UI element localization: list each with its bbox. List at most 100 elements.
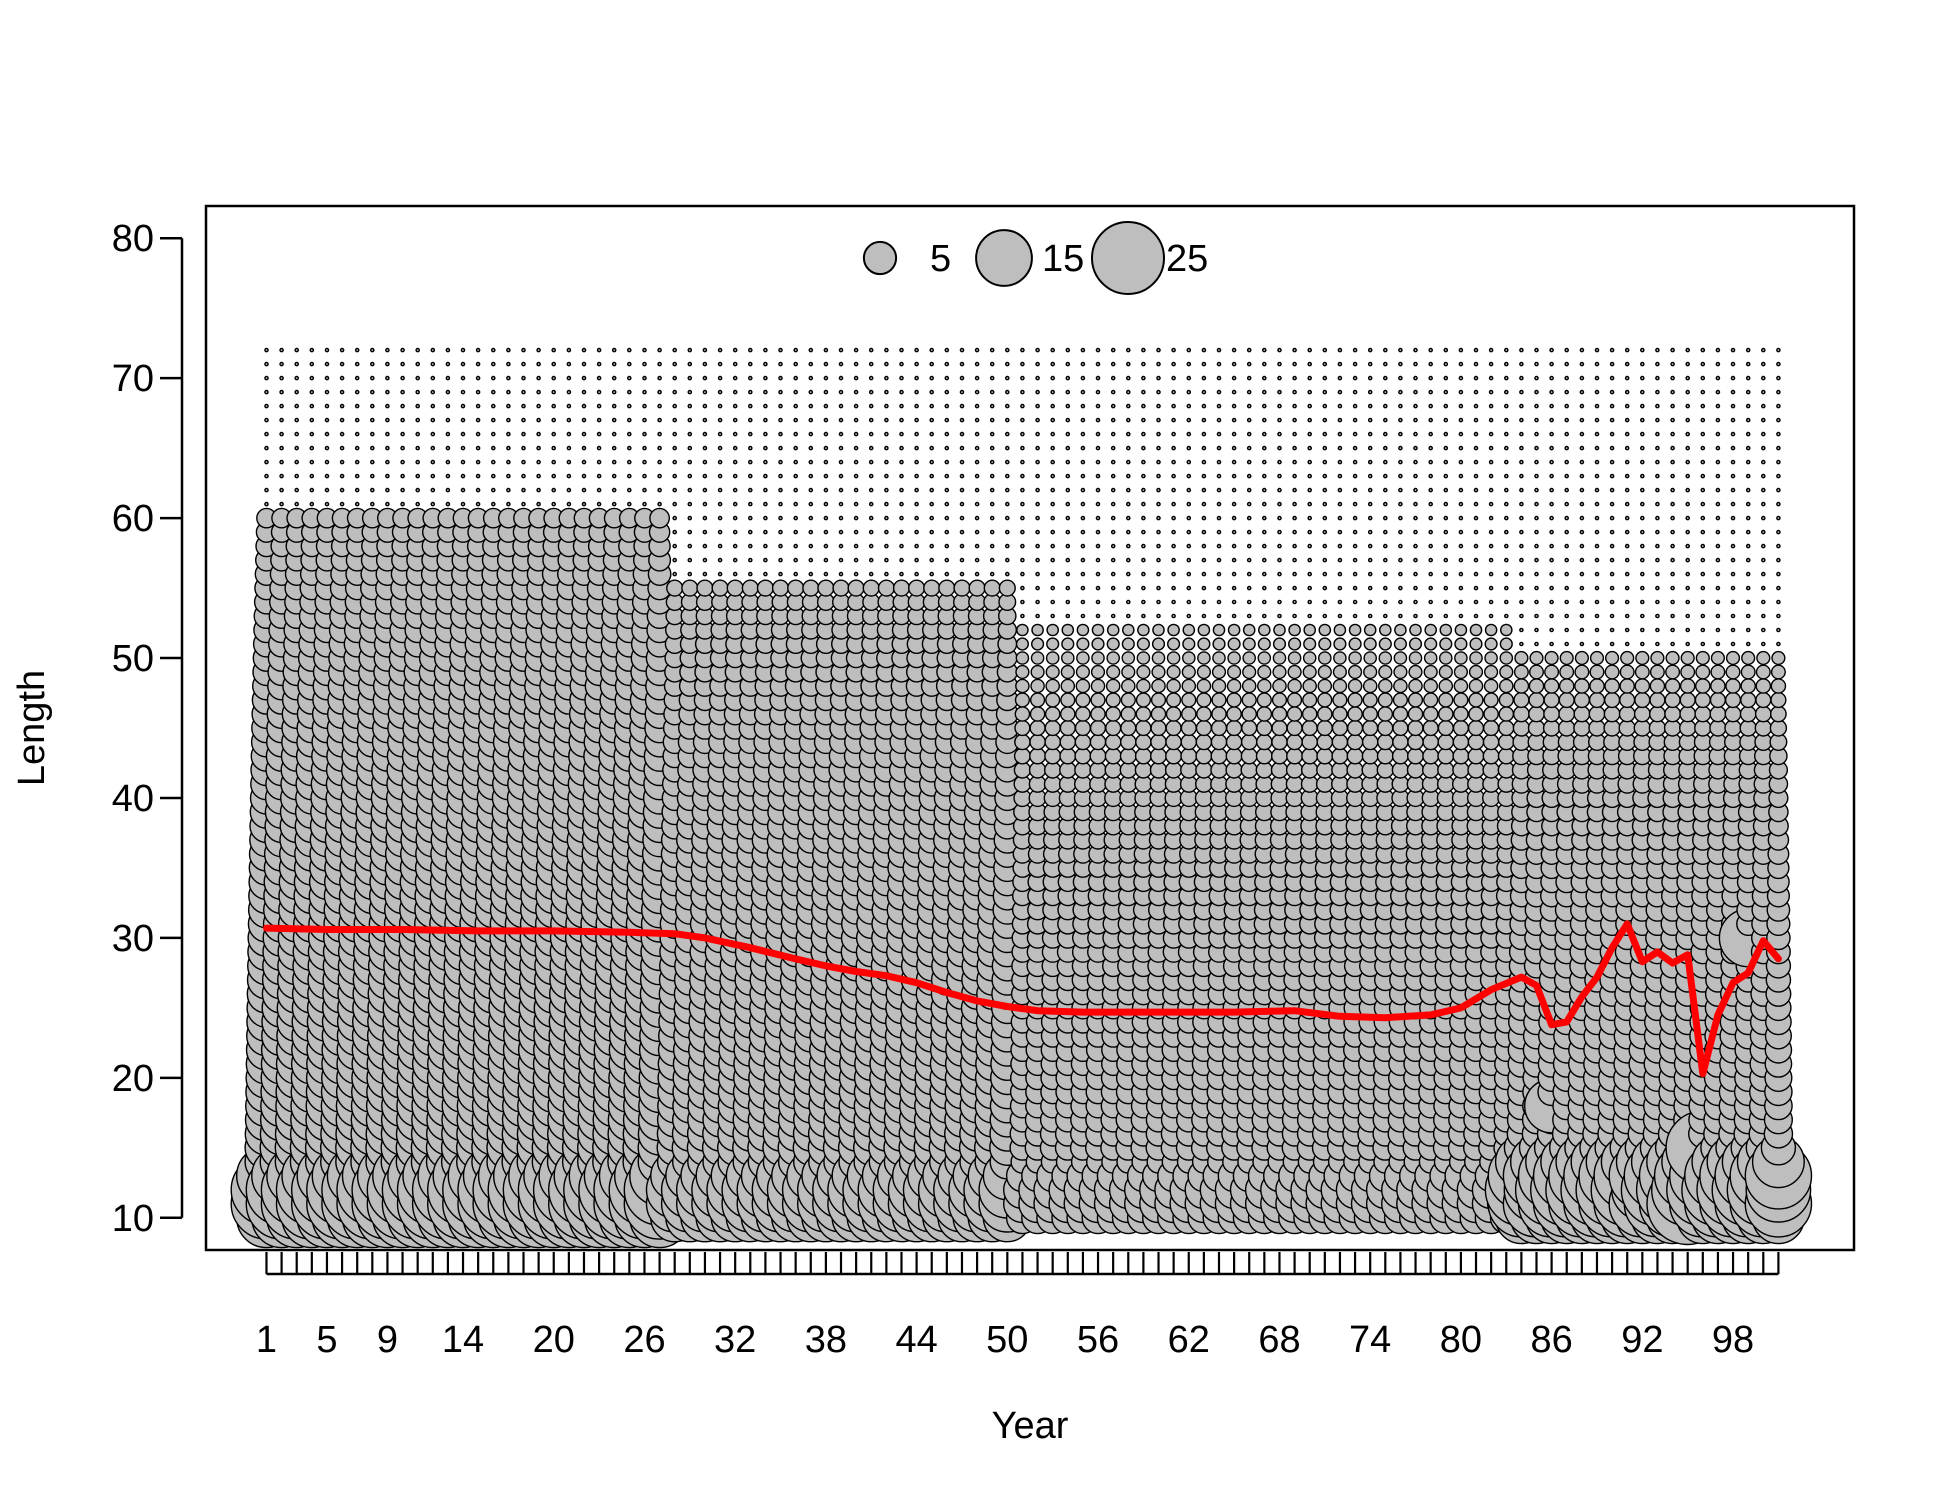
bubble (1005, 417, 1010, 423)
bubble (581, 487, 587, 493)
bubble (1262, 529, 1267, 535)
bubble (914, 571, 919, 577)
bubble (1302, 664, 1317, 680)
bubble (1428, 613, 1433, 619)
bubble (1413, 613, 1418, 619)
bubble (1413, 501, 1418, 507)
bubble (1277, 403, 1282, 409)
bubble (1337, 375, 1343, 381)
bubble (1246, 445, 1252, 451)
bubble (1398, 389, 1403, 395)
bubble (914, 375, 919, 381)
bubble (1211, 692, 1227, 708)
bubble (415, 473, 421, 479)
bubble (430, 445, 436, 451)
bubble (581, 389, 587, 395)
bubble (1246, 459, 1252, 465)
bubble (445, 375, 451, 381)
bubble (1035, 361, 1040, 367)
bubble (1046, 637, 1060, 651)
bubble (1122, 623, 1135, 637)
bubble (1394, 623, 1407, 637)
bubble (415, 347, 421, 353)
bubble (1333, 651, 1347, 665)
bubble (1231, 445, 1237, 451)
bubble (1216, 585, 1222, 591)
bubble (1352, 459, 1358, 465)
bubble (1121, 664, 1136, 680)
bubble (1286, 733, 1303, 751)
bubble (1005, 515, 1010, 521)
bubble (1065, 473, 1071, 479)
bubble (1141, 361, 1146, 367)
bubble (1020, 599, 1025, 605)
bubble (1105, 706, 1121, 722)
bubble (1322, 571, 1328, 577)
bubble (1367, 445, 1373, 451)
bubble (1126, 361, 1131, 367)
bubble (1156, 459, 1161, 465)
bubble (1367, 585, 1373, 591)
bubble (324, 389, 330, 395)
bubble (279, 417, 284, 423)
bubble (989, 529, 995, 535)
bubble (1231, 599, 1237, 605)
bubble (596, 445, 602, 451)
bubble (748, 487, 753, 493)
bubble (1156, 613, 1161, 619)
bubble (1210, 719, 1228, 737)
bubble (1383, 543, 1388, 549)
bubble (1095, 599, 1101, 605)
bubble (929, 473, 935, 479)
bubble (1398, 375, 1403, 381)
bubble (1216, 529, 1222, 535)
bubble (369, 389, 375, 395)
bubble (1014, 692, 1031, 708)
bubble (1050, 585, 1055, 591)
bubble (823, 543, 829, 549)
bubble (1302, 678, 1317, 694)
bubble (339, 431, 345, 437)
bubble (1241, 678, 1257, 694)
bubble (1135, 733, 1152, 751)
bubble (1035, 417, 1040, 423)
bubble (1227, 623, 1241, 637)
bubble (1110, 431, 1116, 437)
bubble (1378, 664, 1393, 680)
bubble (1225, 719, 1243, 737)
bubble (944, 557, 950, 563)
bubble (475, 347, 481, 353)
bubble (385, 487, 390, 493)
bubble (1443, 431, 1449, 437)
bubble (959, 361, 965, 367)
bubble (1005, 361, 1010, 367)
bubble (1050, 529, 1055, 535)
bubble (1180, 719, 1197, 737)
bubble (687, 431, 693, 437)
bubble (1227, 651, 1241, 665)
bubble (1141, 403, 1146, 409)
bubble (596, 361, 602, 367)
bubble (1292, 431, 1297, 437)
bubble (1246, 487, 1252, 493)
bubble (1262, 557, 1267, 563)
bubble (1262, 445, 1267, 451)
bubble (1307, 361, 1312, 367)
bubble (1246, 571, 1252, 577)
bubble (853, 459, 859, 465)
bubble (1316, 747, 1334, 765)
bubble (1080, 571, 1086, 577)
bubble (596, 417, 602, 423)
bubble (853, 403, 859, 409)
bubble (1337, 389, 1343, 395)
bubble (672, 529, 678, 535)
bubble (385, 361, 390, 367)
bubble (944, 501, 950, 507)
bubble (808, 375, 814, 381)
bubble (1050, 473, 1055, 479)
bubble (1428, 571, 1433, 577)
bubble (1156, 529, 1161, 535)
bubble (1201, 431, 1207, 437)
bubble (1307, 487, 1312, 493)
bubble (1246, 417, 1252, 423)
